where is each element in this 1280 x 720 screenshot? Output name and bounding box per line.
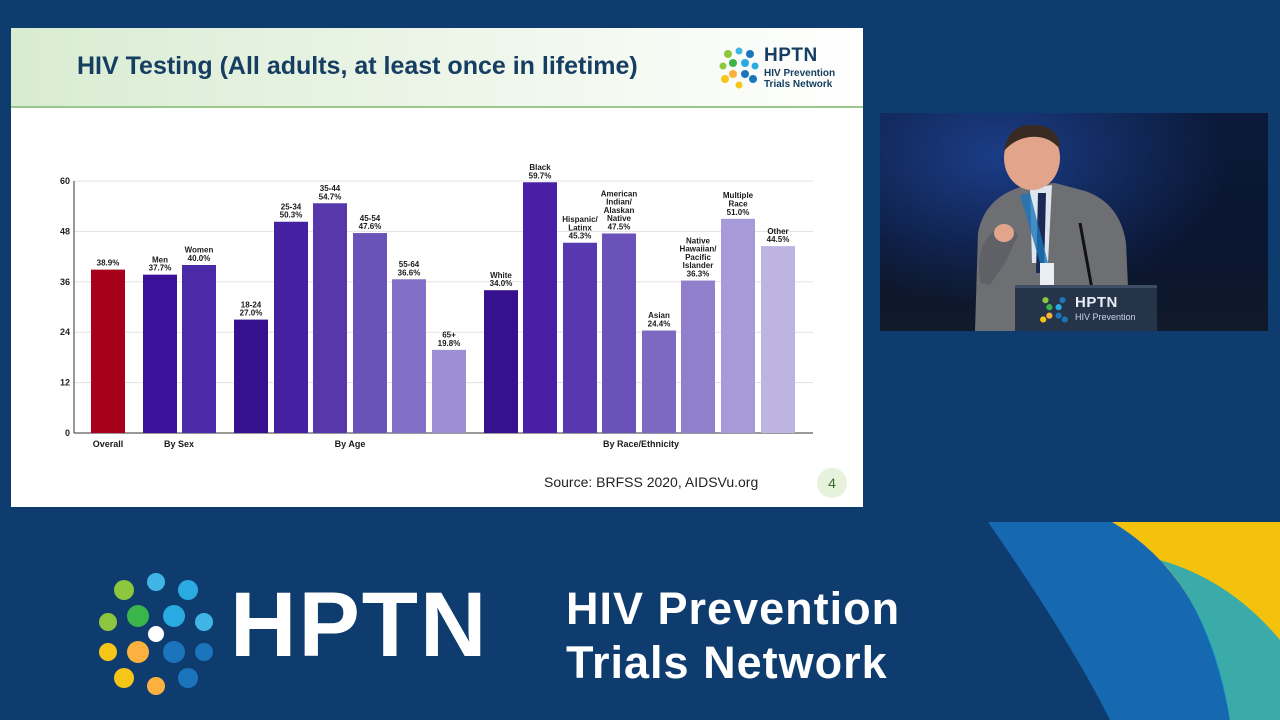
bar-category-label: Race	[728, 200, 748, 209]
bar	[563, 242, 597, 433]
bar	[484, 290, 518, 433]
x-group-label: By Age	[335, 439, 366, 449]
podium-logo-name: HPTN	[1075, 294, 1118, 311]
slide-title: HIV Testing (All adults, at least once i…	[77, 52, 638, 80]
x-group-label: Overall	[93, 439, 124, 449]
speaker-video: HPTN HIV Prevention	[880, 113, 1268, 331]
bar	[642, 330, 676, 433]
slide: HIV Testing (All adults, at least once i…	[11, 28, 863, 507]
bar-category-label: Native	[686, 236, 711, 245]
y-tick-label: 0	[65, 428, 70, 438]
page-number: 4	[817, 468, 847, 498]
x-group-label: By Sex	[164, 439, 194, 449]
bar-value-label: 45.3%	[569, 232, 592, 241]
bar-value-label: 36.3%	[687, 270, 710, 279]
bar-value-label: 54.7%	[319, 192, 342, 201]
podium-logo-subtitle: HIV Prevention	[1075, 312, 1136, 322]
y-tick-label: 60	[60, 176, 70, 186]
bar	[721, 218, 755, 433]
bar-category-label: Multiple	[723, 191, 754, 200]
bar-category-label: Alaskan	[604, 206, 635, 215]
bar	[313, 203, 347, 433]
bar-value-label: 50.3%	[280, 211, 303, 220]
bar-value-label: 34.0%	[490, 279, 513, 288]
y-tick-label: 48	[60, 226, 70, 236]
y-tick-label: 24	[60, 327, 70, 337]
bar-value-label: 27.0%	[240, 309, 263, 318]
hptn-logo-icon	[719, 47, 759, 89]
bar	[392, 279, 426, 433]
bar-category-label: Islander	[683, 261, 714, 270]
hptn-logo-name: HPTN	[764, 45, 818, 66]
banner-title: HPTN	[230, 574, 489, 676]
bar-value-label: 51.0%	[727, 208, 750, 217]
bar-value-label: 38.9%	[97, 259, 120, 268]
podium-logo-icon	[1040, 297, 1068, 323]
hptn-banner-logo-icon	[99, 573, 213, 695]
bar-category-label: Indian/	[606, 198, 633, 207]
bar-value-label: 40.0%	[188, 254, 211, 263]
bar-category-label: 65+	[442, 331, 456, 340]
y-tick-label: 36	[60, 277, 70, 287]
bar-value-label: 24.4%	[648, 320, 671, 329]
slide-header: HIV Testing (All adults, at least once i…	[11, 28, 863, 108]
bar-value-label: 59.7%	[529, 171, 552, 180]
banner-subtitle: HIV Prevention Trials Network	[566, 582, 900, 690]
bar	[523, 182, 557, 433]
bar-category-label: Black	[529, 163, 551, 172]
hptn-logo: HPTN HIV Prevention Trials Network	[717, 44, 849, 92]
bar-category-label: Women	[185, 246, 214, 255]
bar-category-label: Pacific	[685, 253, 711, 262]
bar-category-label: American	[601, 189, 638, 198]
bar-value-label: 47.5%	[608, 223, 631, 232]
bar	[761, 246, 795, 433]
bar-category-label: 45-54	[360, 214, 381, 223]
bar-value-label: 19.8%	[438, 339, 461, 348]
bar-category-label: Asian	[648, 311, 670, 320]
bar	[353, 233, 387, 433]
bar-value-label: 44.5%	[767, 235, 790, 244]
bar-category-label: 35-44	[320, 184, 341, 193]
bar-category-label: Men	[152, 255, 168, 264]
podium: HPTN HIV Prevention	[1015, 285, 1157, 331]
bar-category-label: Hispanic/	[562, 215, 598, 224]
bar-category-label: 25-34	[281, 202, 302, 211]
hptn-logo-subtitle: HIV Prevention Trials Network	[764, 68, 836, 90]
bar	[182, 265, 216, 433]
source-citation: Source: BRFSS 2020, AIDSVu.org	[544, 474, 759, 490]
banner-subtitle-line-1: HIV Prevention	[566, 583, 901, 634]
y-tick-label: 12	[60, 378, 70, 388]
bar	[143, 274, 177, 433]
bar-category-label: White	[490, 271, 512, 280]
bar-value-label: 47.6%	[359, 222, 382, 231]
bar	[91, 269, 125, 433]
bar-category-label: Other	[767, 227, 788, 236]
bar-value-label: 37.7%	[149, 264, 172, 273]
bar	[274, 221, 308, 433]
bar-category-label: 55-64	[399, 260, 420, 269]
bar-category-label: Native	[607, 214, 632, 223]
bar	[432, 349, 466, 433]
bar	[602, 233, 636, 433]
bar-category-label: Hawaiian/	[680, 245, 718, 254]
bar-category-label: 18-24	[241, 300, 262, 309]
banner-subtitle-line-2: Trials Network	[566, 637, 888, 688]
bar	[234, 319, 268, 433]
bar-value-label: 36.6%	[398, 268, 421, 277]
bar	[681, 280, 715, 433]
decorative-swoosh	[988, 522, 1280, 720]
bar-category-label: Latinx	[568, 223, 592, 232]
x-group-label: By Race/Ethnicity	[603, 439, 679, 449]
